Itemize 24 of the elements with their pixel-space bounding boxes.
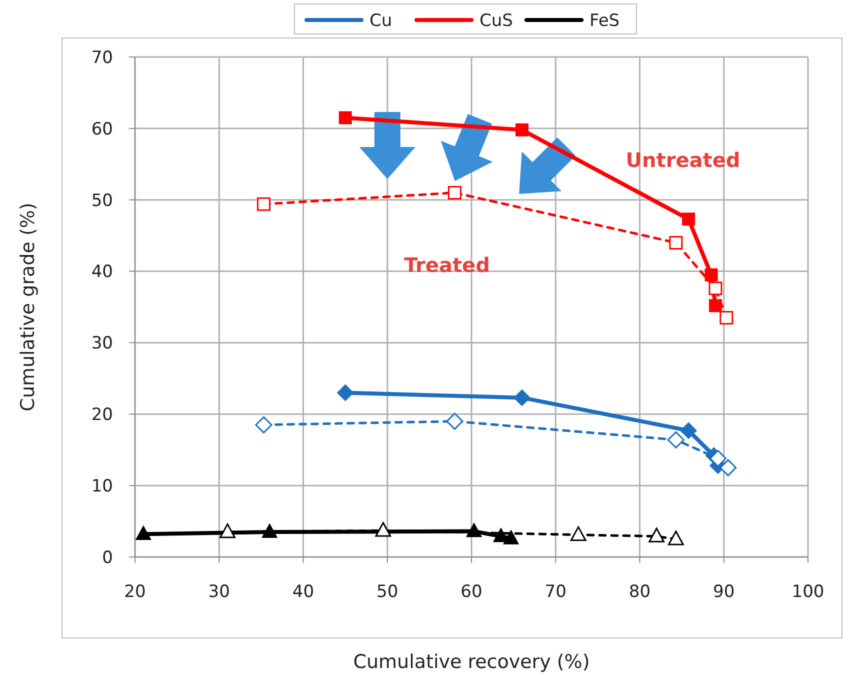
y-tick-label: 0	[102, 548, 113, 568]
x-axis-title: Cumulative recovery (%)	[353, 651, 590, 673]
legend-label: CuS	[480, 10, 513, 31]
y-tick-label: 20	[91, 405, 113, 426]
x-tick-label: 20	[124, 582, 146, 602]
x-tick-label: 100	[792, 582, 824, 602]
y-tick-label: 10	[91, 476, 113, 497]
y-tick-label: 60	[91, 119, 113, 140]
legend-label: Cu	[370, 10, 392, 31]
y-tick-label: 50	[91, 190, 113, 211]
x-tick-label: 90	[713, 582, 735, 602]
x-tick-label: 50	[376, 582, 398, 602]
y-tick-label: 70	[91, 48, 113, 68]
legend-label: FeS	[590, 10, 620, 31]
x-tick-label: 60	[460, 582, 482, 602]
y-tick-label: 40	[91, 262, 113, 282]
annotation: Treated	[404, 253, 490, 277]
y-tick-label: 30	[91, 334, 113, 354]
x-tick-label: 80	[628, 582, 651, 602]
annotation: Untreated	[626, 148, 740, 172]
y-axis-title: Cumulative grade (%)	[17, 202, 39, 412]
x-tick-label: 40	[292, 582, 314, 602]
x-tick-label: 30	[208, 582, 230, 602]
x-tick-label: 70	[544, 582, 566, 602]
